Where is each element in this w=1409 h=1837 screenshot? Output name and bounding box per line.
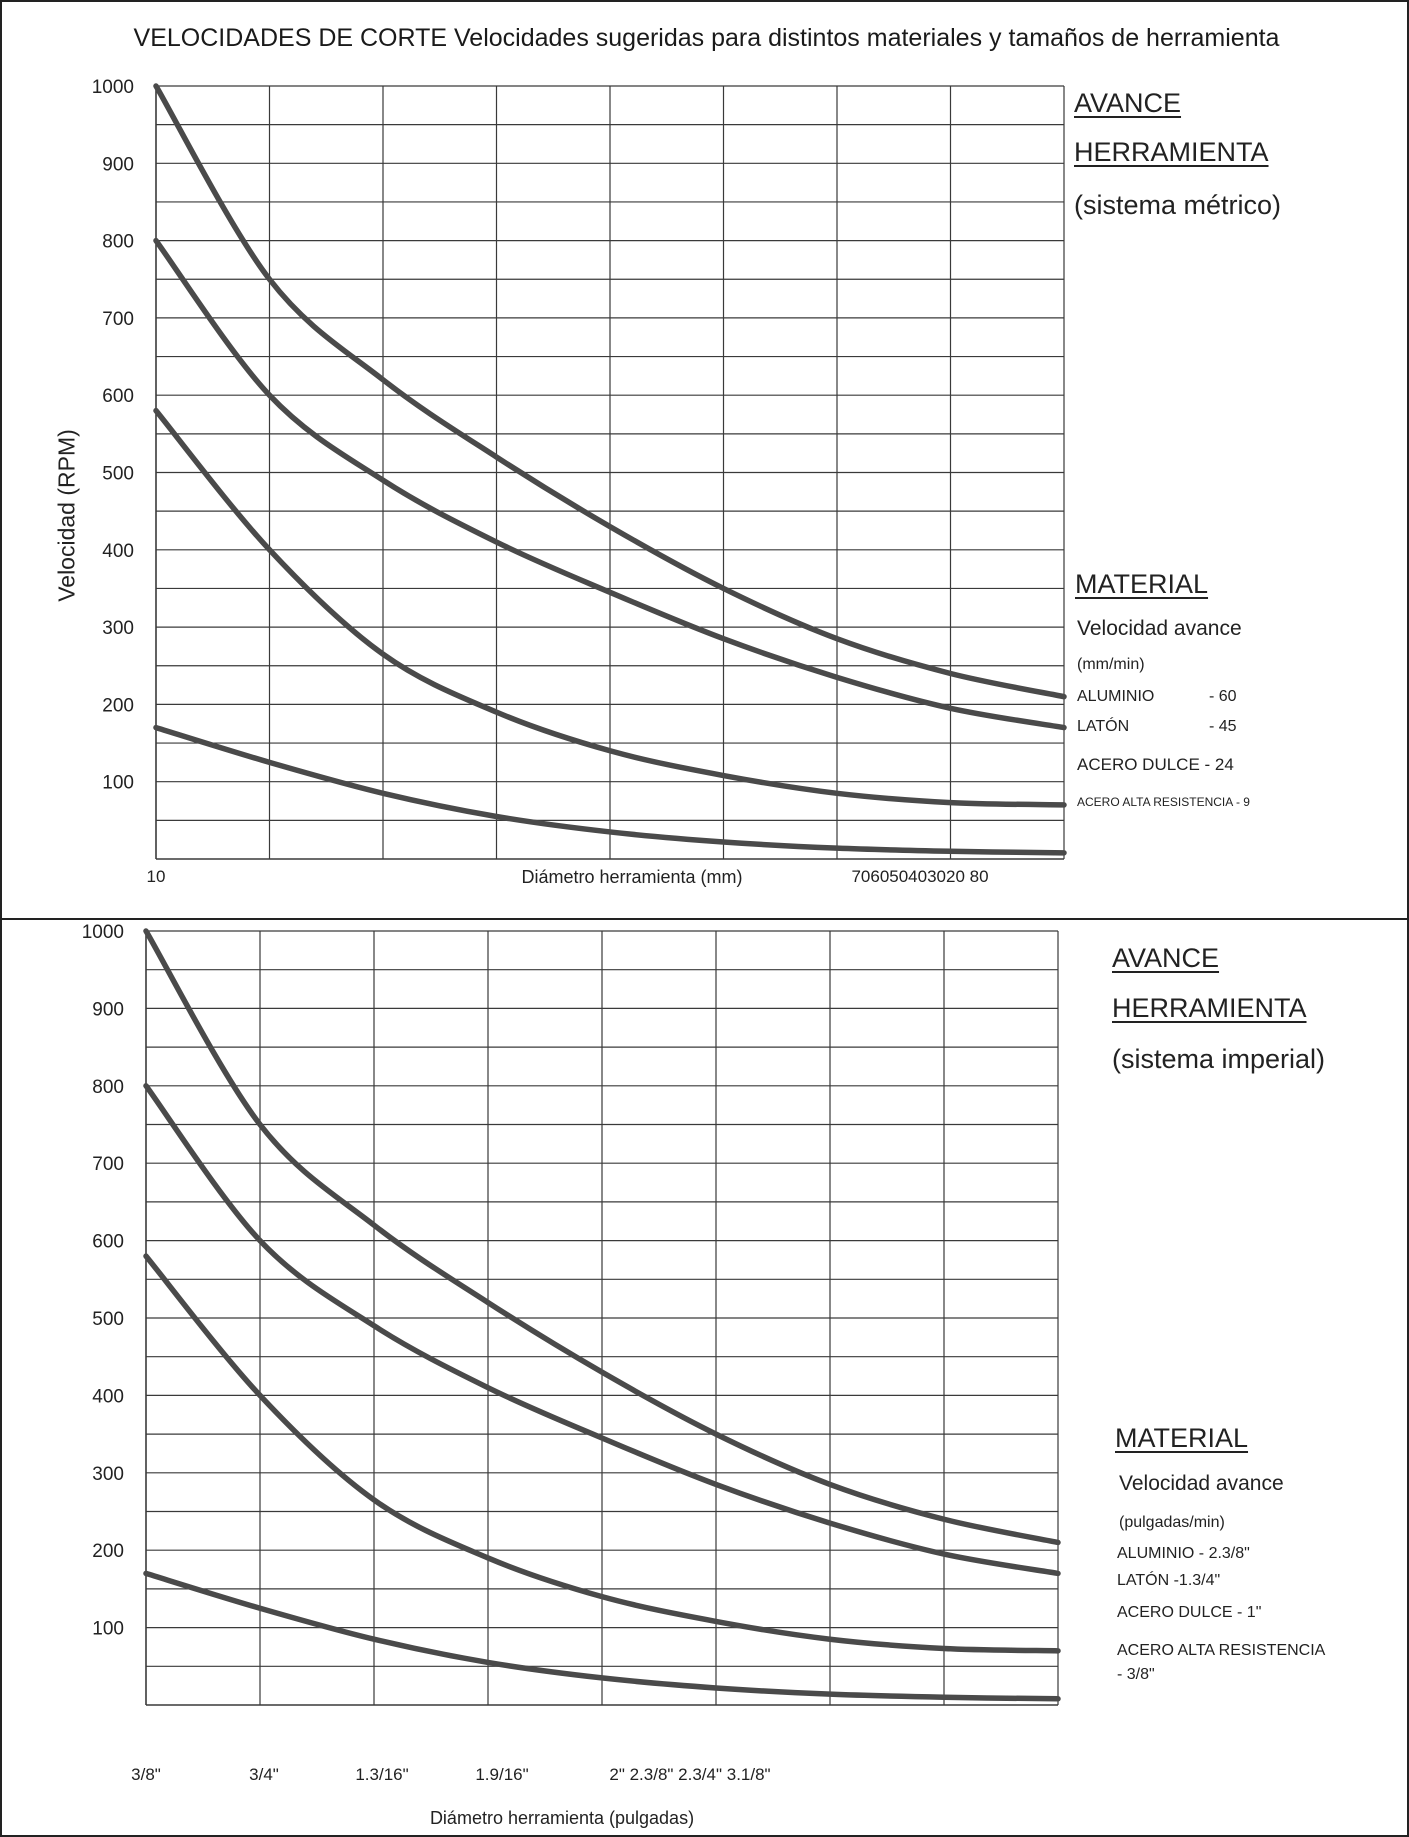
metric-y-tick-label: 1000 [92, 77, 134, 98]
metric-feed-acero-alta: ACERO ALTA RESISTENCIA - 9 [1077, 795, 1250, 809]
metric-series-line-4 [153, 724, 1067, 856]
imperial-y-tick-label: 100 [92, 1619, 124, 1640]
metric-y-tick-label: 100 [102, 773, 134, 794]
imperial-feed-aluminio: ALUMINIO - 2.3/8" [1117, 1545, 1250, 1562]
feed-value: - 24 [1204, 755, 1234, 774]
metric-system-label: (sistema métrico) [1074, 190, 1282, 220]
feed-name: LATÓN [1077, 718, 1130, 735]
metric-x-axis-label: Diámetro herramienta (mm) [521, 867, 743, 887]
imperial-series-line-2 [143, 1083, 1061, 1577]
imperial-y-tick-label: 300 [92, 1464, 124, 1485]
imperial-x-tick-label: 1.9/16" [475, 1765, 528, 1784]
metric-heading-avance: AVANCE [1074, 88, 1182, 118]
imperial-feed-acero-dulce: ACERO DULCE - 1" [1117, 1604, 1262, 1621]
metric-feed-unit: (mm/min) [1077, 656, 1145, 673]
imperial-feed-acero-alta-value: - 3/8" [1117, 1666, 1155, 1683]
feed-name: ALUMINIO [1077, 688, 1155, 705]
metric-y-tick-label: 500 [102, 464, 134, 485]
imperial-y-tick-label: 600 [92, 1232, 124, 1253]
metric-x-tick-label: 706050403020 80 [851, 867, 988, 886]
imperial-y-tick-label: 400 [92, 1386, 124, 1407]
metric-series-line-2 [153, 237, 1067, 731]
metric-chart-panel: VELOCIDADES DE CORTE Velocidades sugerid… [0, 0, 1409, 920]
metric-series-line-1 [153, 83, 1067, 700]
metric-material-title: MATERIAL [1075, 569, 1209, 599]
imperial-y-tick-label: 800 [92, 1077, 124, 1098]
imperial-heading-herramienta: HERRAMIENTA [1112, 993, 1307, 1023]
metric-chart: 100 200 300 400 500 600 700 800 900 1000 10 7060504… [92, 77, 1067, 886]
imperial-x-tick-label: 3/4" [249, 1765, 279, 1784]
metric-series-line-3 [153, 407, 1067, 808]
metric-y-axis-label: Velocidad (RPM) [53, 429, 80, 602]
metric-x-tick-label: 10 [147, 867, 166, 886]
imperial-y-tick-label: 700 [92, 1154, 124, 1175]
imperial-feed-laton: LATÓN -1.3/4" [1117, 1572, 1221, 1589]
imperial-system-label: (sistema imperial) [1112, 1044, 1326, 1074]
imperial-y-tick-label: 500 [92, 1309, 124, 1330]
imperial-y-tick-label: 200 [92, 1541, 124, 1562]
feed-value: - 45 [1209, 718, 1237, 735]
feed-value: - 60 [1209, 688, 1237, 705]
imperial-feed-unit: (pulgadas/min) [1119, 1514, 1225, 1531]
feed-name: ACERO DULCE [1077, 755, 1200, 774]
imperial-feed-title: Velocidad avance [1119, 1472, 1284, 1495]
imperial-x-tick-label: 3/8" [131, 1765, 161, 1784]
feed-name: ACERO ALTA RESISTENCIA [1077, 795, 1233, 809]
metric-y-tick-label: 400 [102, 541, 134, 562]
page-title: VELOCIDADES DE CORTE Velocidades sugerid… [133, 24, 1280, 52]
imperial-x-tick-label: 1.3/16" [355, 1765, 408, 1784]
metric-y-tick-label: 700 [102, 309, 134, 330]
imperial-heading-avance: AVANCE [1112, 943, 1220, 973]
imperial-y-tick-label: 1000 [82, 922, 124, 943]
imperial-series-line-3 [143, 1253, 1061, 1654]
metric-feed-title: Velocidad avance [1077, 617, 1242, 640]
imperial-chart: 100 200 300 400 500 600 700 800 900 1000 3/8" 3/4" 1… [82, 922, 1061, 1784]
imperial-x-tick-label: 2" 2.3/8" 2.3/4" 3.1/8" [609, 1765, 770, 1784]
imperial-feed-acero-alta: ACERO ALTA RESISTENCIA [1117, 1642, 1326, 1659]
feed-value: - 9 [1235, 795, 1250, 809]
metric-feed-laton: LATÓN - 45 [1077, 718, 1237, 736]
metric-feed-aluminio: ALUMINIO - 60 [1077, 688, 1237, 706]
metric-y-tick-label: 200 [102, 695, 134, 716]
metric-y-tick-label: 800 [102, 232, 134, 253]
imperial-y-tick-label: 900 [92, 999, 124, 1020]
metric-y-tick-label: 900 [102, 154, 134, 175]
metric-y-tick-label: 600 [102, 386, 134, 407]
imperial-x-axis-label: Diámetro herramienta (pulgadas) [429, 1808, 695, 1828]
imperial-material-title: MATERIAL [1115, 1423, 1249, 1453]
imperial-chart-panel: 100 200 300 400 500 600 700 800 900 1000 3/8" 3/4" 1… [0, 918, 1409, 1837]
metric-heading-herramienta: HERRAMIENTA [1074, 137, 1269, 167]
metric-feed-acero-dulce: ACERO DULCE - 24 [1077, 755, 1234, 775]
metric-y-tick-label: 300 [102, 618, 134, 639]
imperial-series-line-1 [143, 928, 1061, 1546]
imperial-series-line-4 [143, 1570, 1061, 1702]
